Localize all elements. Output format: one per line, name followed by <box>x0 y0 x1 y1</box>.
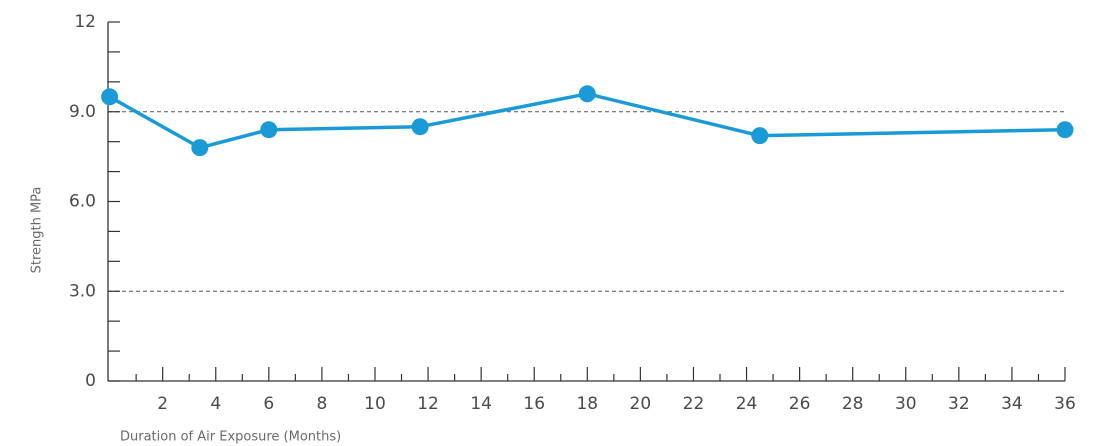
y-tick-label: 3.0 <box>69 281 96 301</box>
x-tick-label: 30 <box>895 394 917 414</box>
x-tick-label: 16 <box>523 394 545 414</box>
x-tick-label: 22 <box>683 394 705 414</box>
data-point <box>411 118 429 136</box>
data-point <box>578 85 596 103</box>
data-point <box>1056 121 1074 139</box>
y-tick-label: 0 <box>85 371 96 391</box>
x-tick-label: 34 <box>1001 394 1023 414</box>
x-tick-label: 12 <box>417 394 439 414</box>
data-point <box>751 127 769 145</box>
x-tick-label: 8 <box>316 394 327 414</box>
x-tick-label: 36 <box>1054 394 1076 414</box>
data-point <box>101 88 119 106</box>
y-tick-label: 12 <box>74 12 96 32</box>
x-tick-label: 4 <box>210 394 221 414</box>
x-tick-label: 24 <box>736 394 758 414</box>
x-tick-label: 32 <box>948 394 970 414</box>
x-tick-label: 20 <box>630 394 652 414</box>
y-tick-label: 6.0 <box>69 192 96 212</box>
x-tick-label: 18 <box>576 394 598 414</box>
y-axis-label: Strength MPa <box>30 187 45 274</box>
y-tick-label: 9.0 <box>69 102 96 122</box>
x-tick-label: 10 <box>364 394 386 414</box>
x-tick-label: 28 <box>842 394 864 414</box>
x-tick-label: 2 <box>157 394 168 414</box>
x-tick-label: 14 <box>470 394 492 414</box>
data-point <box>191 139 209 157</box>
x-axis-label: Duration of Air Exposure (Months) <box>120 430 341 445</box>
x-tick-label: 6 <box>263 394 274 414</box>
data-point <box>260 121 278 139</box>
x-tick-label: 26 <box>789 394 811 414</box>
